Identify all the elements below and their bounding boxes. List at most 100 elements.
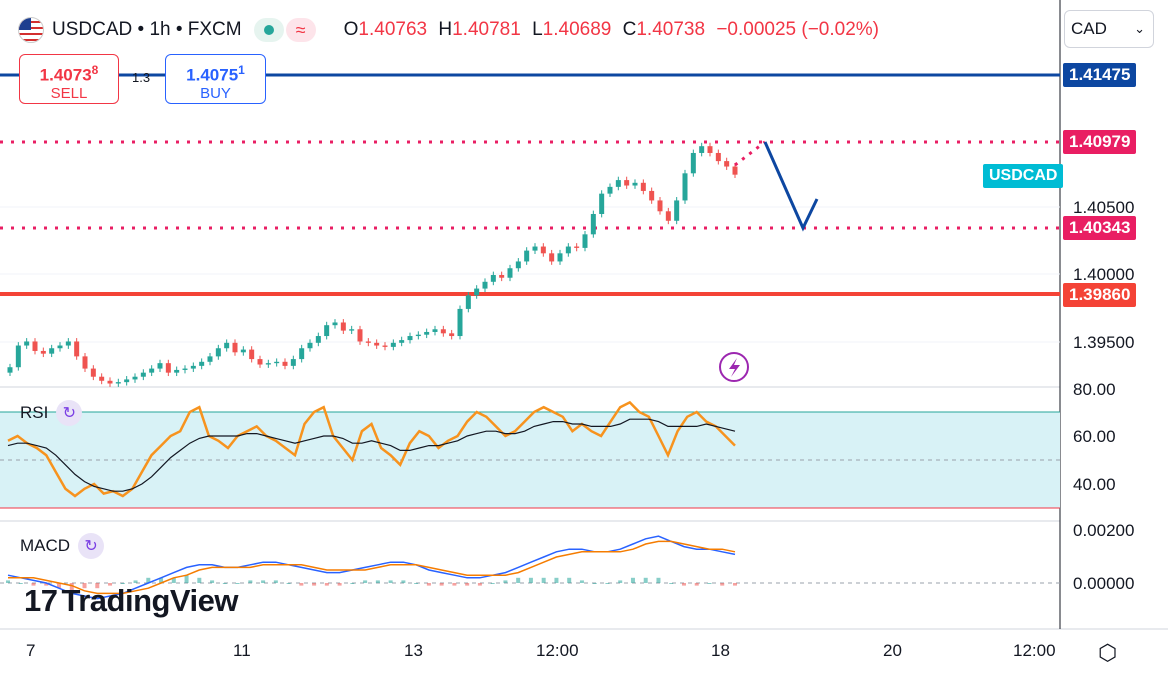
macd-tick: 0.00200 (1073, 521, 1135, 540)
price-tag-1.40343: 1.40343 (1063, 216, 1137, 240)
projection-dotted (734, 140, 766, 167)
price-tick: 1.40000 (1073, 265, 1135, 284)
macd-histogram-bar (618, 580, 623, 583)
candle-body (657, 200, 663, 212)
macd-histogram-bar (503, 580, 508, 583)
candle-body (482, 281, 488, 289)
candle-body (399, 340, 405, 343)
candle-body (699, 146, 705, 153)
macd-histogram-bar (375, 580, 380, 583)
candle-body (424, 331, 430, 335)
candle-body (532, 246, 538, 251)
candle-body (432, 329, 438, 332)
market-open-icon[interactable] (253, 18, 284, 42)
candle-body (724, 161, 730, 167)
candle-body (465, 295, 471, 309)
macd-histogram-bar (18, 583, 23, 584)
candle-body (174, 369, 180, 373)
macd-histogram-bar (554, 577, 559, 583)
candle-body (599, 193, 605, 214)
buy-button[interactable]: 1.40751 BUY (165, 54, 266, 104)
macd-histogram-bar (414, 583, 419, 584)
macd-histogram-bar (69, 583, 74, 591)
candle-body (507, 268, 513, 278)
candle-body (565, 246, 571, 254)
chart-legend: USDCAD • 1h • FXCM ≈ O1.40763 H1.40781 L… (18, 16, 879, 44)
candle-body (132, 376, 138, 380)
candle-body (674, 200, 680, 221)
macd-histogram-bar (592, 583, 597, 584)
symbol-title[interactable]: USDCAD • 1h • FXCM (52, 19, 242, 40)
currency-select[interactable]: CAD ⌄ (1064, 10, 1154, 48)
rsi-title: RSI ↻ (20, 400, 83, 426)
sell-button[interactable]: 1.40738 SELL (19, 54, 119, 104)
candle-body (415, 334, 421, 337)
price-tag-1.39860: 1.39860 (1063, 283, 1137, 307)
macd-histogram-bar (286, 583, 291, 584)
spread-value: 1.3 (132, 70, 151, 85)
waves-icon[interactable]: ≈ (285, 18, 316, 42)
candle-body (490, 275, 496, 282)
macd-histogram-bar (681, 583, 686, 586)
macd-histogram-bar (541, 577, 546, 583)
candle-body (232, 342, 238, 353)
candle-body (74, 341, 80, 357)
tradingview-logo: 17 TradingView (24, 583, 239, 619)
ohlc-values: O1.40763 H1.40781 L1.40689 C1.40738 −0.0… (343, 19, 880, 40)
refresh-icon[interactable]: ↻ (56, 400, 83, 426)
candles-group (7, 142, 738, 387)
rsi-ma-line (7, 418, 736, 492)
macd-histogram-bar (720, 583, 725, 586)
macd-histogram-bar (452, 583, 457, 586)
candle-body (615, 180, 621, 187)
candle-body (165, 363, 171, 373)
candle-body (649, 190, 655, 201)
candle-body (32, 341, 38, 351)
candle-body (624, 180, 630, 186)
macd-histogram-bar (324, 583, 329, 586)
symbol-price-tag: USDCAD (983, 164, 1064, 188)
macd-histogram-bar (733, 583, 737, 586)
macd-line (7, 535, 736, 600)
macd-histogram-bar (108, 583, 113, 586)
candle-body (499, 275, 505, 278)
candle-body (682, 173, 688, 201)
candle-body (182, 368, 188, 370)
macd-histogram-bar (261, 580, 266, 583)
rsi-line (7, 400, 736, 498)
time-label: 12:00 (1013, 641, 1056, 660)
candle-body (224, 342, 230, 349)
time-label: 11 (233, 641, 251, 660)
candle-body (640, 182, 646, 191)
refresh-icon[interactable]: ↻ (78, 533, 105, 559)
candle-body (40, 350, 46, 354)
candle-body (82, 356, 88, 369)
candle-body (282, 361, 288, 366)
candle-body (574, 246, 580, 248)
candle-body (215, 348, 221, 357)
macd-histogram-bar (197, 577, 202, 583)
open-value: 1.40763 (358, 19, 428, 40)
macd-histogram-bar (171, 577, 176, 583)
macd-histogram-bar (643, 577, 648, 583)
macd-histogram-bar (273, 580, 278, 583)
macd-histogram-bar (31, 583, 36, 586)
macd-tick: 0.00000 (1073, 574, 1135, 593)
candle-body (440, 329, 446, 334)
macd-histogram-bar (222, 583, 227, 584)
time-label: 13 (404, 641, 423, 660)
macd-histogram-bar (159, 577, 164, 583)
candle-body (240, 349, 246, 353)
macd-histogram-bar (133, 580, 138, 583)
macd-histogram-bar (516, 577, 521, 583)
forecast-arrow[interactable] (763, 141, 819, 232)
candle-body (299, 348, 305, 360)
macd-histogram-bar (363, 580, 368, 583)
candle-body (257, 359, 263, 365)
candle-body (557, 253, 563, 262)
macd-histogram-bar (605, 583, 610, 584)
settings-icon[interactable]: ⬡ (1098, 640, 1118, 665)
candle-body (324, 325, 330, 337)
macd-histogram-bar (44, 583, 49, 586)
